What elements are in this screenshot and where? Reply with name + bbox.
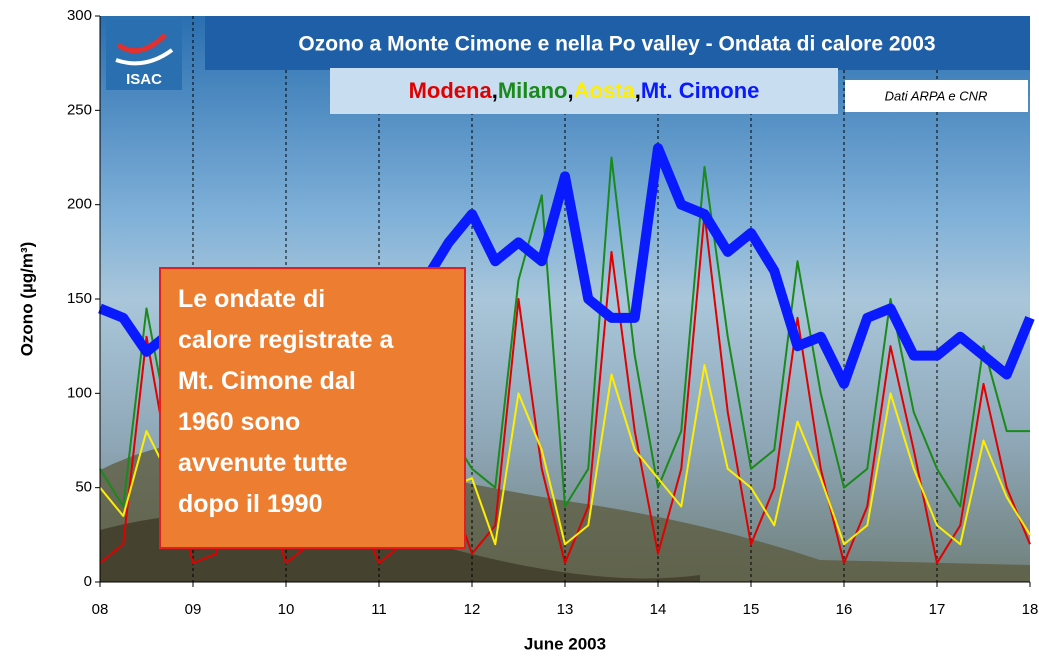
logo-swirl [115, 48, 174, 66]
legend-separator: , [635, 78, 641, 103]
annotation-box [159, 267, 466, 549]
y-tick-label: 0 [84, 573, 92, 590]
legend-entry: Modena [409, 78, 493, 103]
legend-separator: , [567, 78, 573, 103]
logo: ISAC [106, 20, 182, 90]
annotation-line: avvenute tutte [178, 449, 348, 477]
y-tick-label: 200 [67, 196, 92, 213]
source-box [845, 80, 1028, 112]
x-tick-label: 14 [650, 601, 667, 618]
legend: Modena,Milano,Aosta,Mt. Cimone [409, 78, 760, 103]
annotation: Le ondate di calore registrate a Mt. Cimon… [178, 285, 394, 518]
annotation-line: Mt. Cimone dal [178, 367, 356, 395]
legend-entry: Mt. Cimone [641, 78, 760, 103]
legend-entry: Aosta [574, 78, 636, 103]
source-note: Dati ARPA e CNR [885, 88, 988, 103]
x-tick-label: 17 [929, 601, 946, 618]
x-tick-label: 12 [464, 601, 481, 618]
legend-box [330, 68, 838, 114]
y-axis-label: Ozono (µg/m³) [17, 242, 36, 357]
y-tick-label: 300 [67, 7, 92, 24]
x-tick-label: 11 [371, 601, 387, 618]
title-box [205, 16, 1030, 70]
logo-swirl [116, 33, 167, 54]
x-tick-label: 10 [278, 601, 295, 618]
x-tick-label: 16 [836, 601, 853, 618]
chart-title: Ozono a Monte Cimone e nella Po valley -… [298, 33, 935, 56]
annotation-line: dopo il 1990 [178, 490, 322, 518]
x-axis-label: June 2003 [524, 634, 606, 653]
y-tick-label: 150 [67, 290, 92, 307]
annotation-line: 1960 sono [178, 408, 300, 436]
x-tick-label: 18 [1022, 601, 1039, 618]
logo-text: ISAC [126, 71, 162, 88]
annotation-line: Le ondate di [178, 285, 325, 313]
legend-entry: Milano [498, 78, 568, 103]
y-tick-label: 100 [67, 384, 92, 401]
y-tick-label: 250 [67, 101, 92, 118]
annotation-line: calore registrate a [178, 326, 394, 354]
x-tick-label: 13 [557, 601, 574, 618]
x-tick-label: 15 [743, 601, 760, 618]
y-tick-label: 50 [75, 479, 92, 496]
logo-bg [106, 20, 182, 90]
x-tick-label: 09 [185, 601, 202, 618]
x-tick-label: 08 [92, 601, 109, 618]
legend-separator: , [492, 78, 498, 103]
